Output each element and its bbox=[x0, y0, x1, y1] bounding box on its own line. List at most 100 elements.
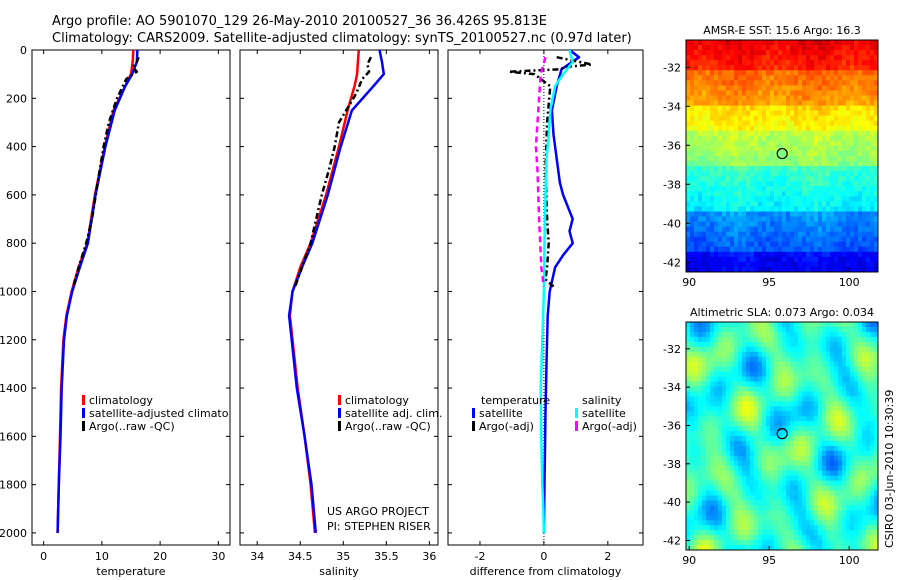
map-cell bbox=[694, 256, 699, 263]
map-cell bbox=[862, 505, 867, 511]
map-cell bbox=[814, 396, 819, 402]
map-cell bbox=[774, 376, 779, 382]
map-cell bbox=[774, 505, 779, 511]
map-cell bbox=[710, 241, 715, 248]
map-cell bbox=[702, 156, 707, 162]
map-cell bbox=[834, 535, 839, 541]
map-cell bbox=[846, 65, 851, 71]
map-cell bbox=[738, 346, 743, 353]
map-cell bbox=[710, 140, 715, 147]
map-cell bbox=[818, 341, 823, 348]
map-cell bbox=[866, 75, 871, 81]
map-cell bbox=[842, 145, 847, 152]
map-cell bbox=[854, 196, 859, 202]
map-cell bbox=[738, 411, 743, 417]
map-cell bbox=[874, 256, 879, 263]
map-cell bbox=[826, 465, 831, 472]
map-cell bbox=[690, 485, 695, 491]
map-cell bbox=[762, 256, 767, 263]
map-cell bbox=[698, 206, 703, 212]
map-cell bbox=[782, 186, 787, 192]
map-cell bbox=[862, 426, 867, 432]
map-cell bbox=[726, 431, 731, 437]
map-cell bbox=[762, 156, 767, 162]
map-cell bbox=[770, 150, 775, 157]
map-cell bbox=[746, 485, 751, 491]
map-cell bbox=[874, 436, 879, 442]
map-cell bbox=[846, 525, 851, 531]
map-cell bbox=[770, 336, 775, 343]
map-cell bbox=[854, 251, 859, 258]
map-cell bbox=[858, 105, 863, 112]
map-cell bbox=[870, 376, 875, 382]
legend-entry: satellite-adjusted climatolog bbox=[89, 407, 245, 420]
map-cell bbox=[814, 145, 819, 152]
map-cell bbox=[718, 440, 723, 447]
map-cell bbox=[774, 535, 779, 541]
map-cell bbox=[742, 411, 747, 417]
map-cell bbox=[766, 540, 771, 546]
map-cell bbox=[754, 426, 759, 432]
map-cell bbox=[686, 505, 691, 511]
map-cell bbox=[754, 251, 759, 258]
map-cell bbox=[714, 181, 719, 187]
map-cell bbox=[738, 85, 743, 91]
map-cell bbox=[850, 396, 855, 402]
map-cell bbox=[726, 130, 731, 137]
map-cell bbox=[862, 336, 867, 343]
map-cell bbox=[726, 150, 731, 157]
map-cell bbox=[850, 125, 855, 132]
map-cell bbox=[750, 371, 755, 377]
map-cell bbox=[738, 261, 743, 268]
map-cell bbox=[706, 326, 711, 333]
map-cell bbox=[694, 530, 699, 536]
map-cell bbox=[862, 436, 867, 442]
map-cell bbox=[778, 371, 783, 377]
map-cell bbox=[830, 465, 835, 472]
map-cell bbox=[746, 336, 751, 343]
map-cell bbox=[826, 495, 831, 501]
map-cell bbox=[738, 341, 743, 348]
map-cell bbox=[702, 70, 707, 76]
map-cell bbox=[790, 376, 795, 382]
map-cell bbox=[770, 341, 775, 348]
map-cell bbox=[782, 371, 787, 377]
map-cell bbox=[838, 530, 843, 536]
map-cell bbox=[774, 445, 779, 452]
map-cell bbox=[838, 55, 843, 61]
map-cell bbox=[730, 331, 735, 338]
map-cell bbox=[818, 406, 823, 412]
map-cell bbox=[806, 406, 811, 412]
map-cell bbox=[826, 426, 831, 432]
map-cell bbox=[734, 505, 739, 511]
map-cell bbox=[730, 465, 735, 472]
map-cell bbox=[706, 361, 711, 368]
map-cell bbox=[834, 490, 839, 496]
map-cell bbox=[722, 426, 727, 432]
map-cell bbox=[866, 455, 871, 462]
map-cell bbox=[826, 351, 831, 358]
map-cell bbox=[722, 246, 727, 253]
map-cell bbox=[774, 356, 779, 363]
map-cell bbox=[798, 336, 803, 343]
map-cell bbox=[830, 440, 835, 447]
map-cell bbox=[818, 346, 823, 353]
map-cell bbox=[870, 110, 875, 117]
map-cell bbox=[838, 266, 843, 273]
map-cell bbox=[698, 401, 703, 407]
map-cell bbox=[758, 80, 763, 86]
map-cell bbox=[830, 196, 835, 202]
map-cell bbox=[758, 241, 763, 248]
map-cell bbox=[830, 241, 835, 248]
map-cell bbox=[686, 525, 691, 531]
map-cell bbox=[862, 495, 867, 501]
map-cell bbox=[690, 361, 695, 368]
map-cell bbox=[762, 135, 767, 142]
map-cell bbox=[818, 80, 823, 86]
map-cell bbox=[794, 40, 799, 46]
map-cell bbox=[714, 140, 719, 147]
map-cell bbox=[814, 436, 819, 442]
map-cell bbox=[766, 201, 771, 207]
map-cell bbox=[790, 246, 795, 253]
map-cell bbox=[718, 40, 723, 46]
